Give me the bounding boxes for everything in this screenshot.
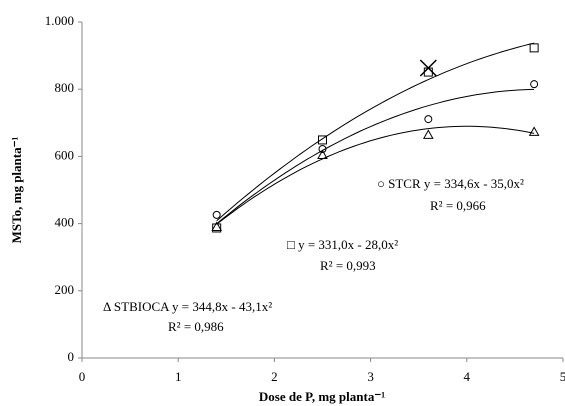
x-axis-label: Dose de P, mg planta⁻¹: [259, 389, 385, 404]
y-tick-label: 0: [68, 349, 75, 364]
point: [528, 126, 540, 136]
y-tick-label: 400: [55, 215, 75, 230]
y-axis-label: MSTo, mg planta⁻¹: [9, 137, 24, 244]
fit-curve: [216, 125, 535, 225]
point: [423, 67, 433, 77]
fit-curve: [216, 88, 535, 225]
equation: ○ STCR y = 334,6x - 35,0x²: [377, 176, 524, 191]
r-squared: R² = 0,966: [430, 198, 486, 213]
x-tick-label: 0: [79, 369, 86, 384]
x-tick-label: 5: [560, 369, 565, 384]
y-tick-label: 600: [55, 147, 75, 162]
r-squared: R² = 0,993: [320, 258, 376, 273]
y-tick-label: 1.000: [45, 13, 74, 28]
x-tick-label: 4: [464, 369, 471, 384]
point: [317, 149, 328, 160]
point: [529, 43, 539, 53]
r-squared: R² = 0,986: [168, 319, 224, 334]
equation: Δ STBIOCA y = 344,8x - 43,1x²: [103, 299, 272, 314]
x-tick-label: 3: [367, 369, 374, 384]
y-tick-label: 200: [55, 282, 75, 297]
point: [318, 145, 327, 154]
point: [424, 115, 433, 124]
x-tick-label: 1: [175, 369, 182, 384]
point: [419, 59, 437, 77]
point: [422, 129, 434, 139]
point: [212, 210, 221, 219]
point: [530, 80, 539, 89]
point: [211, 221, 223, 231]
equation: □ y = 331,0x - 28,0x²: [287, 237, 398, 252]
fit-curve: [216, 42, 535, 222]
x-tick-label: 2: [271, 369, 278, 384]
point: [318, 135, 327, 145]
y-tick-label: 800: [55, 80, 75, 95]
